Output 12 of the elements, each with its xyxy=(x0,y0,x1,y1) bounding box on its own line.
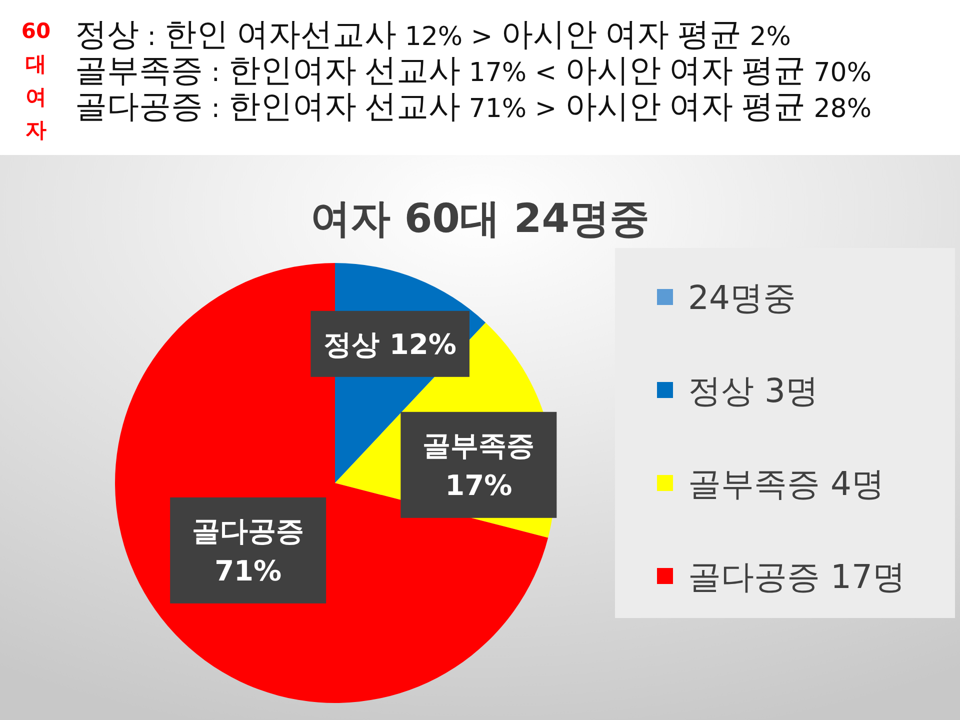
data-label: 골다공증 71% xyxy=(192,514,304,588)
data-label: 정상 12% xyxy=(324,328,456,361)
legend-label: 정상 3명 xyxy=(688,371,818,410)
text: 골다공증 : 한인여자 선교사 71% > 아시안 여자 평균 28% xyxy=(75,87,872,125)
text: 골부족증 : 한인여자 선교사 17% < 아시안 여자 평균 70% xyxy=(75,51,872,89)
legend-label: 골다공증 17명 xyxy=(688,557,906,596)
data-label: 골부족증 17% xyxy=(422,428,535,502)
text: 60대여자 xyxy=(21,19,51,142)
chart-title: 여자 60대 24명중 xyxy=(310,196,650,242)
legend-label: 골부족증 4명 xyxy=(688,464,884,503)
legend-label: 24명중 xyxy=(688,278,796,317)
text: 정상 : 한인 여자선교사 12% > 아시안 여자 평균 2% xyxy=(75,15,791,53)
